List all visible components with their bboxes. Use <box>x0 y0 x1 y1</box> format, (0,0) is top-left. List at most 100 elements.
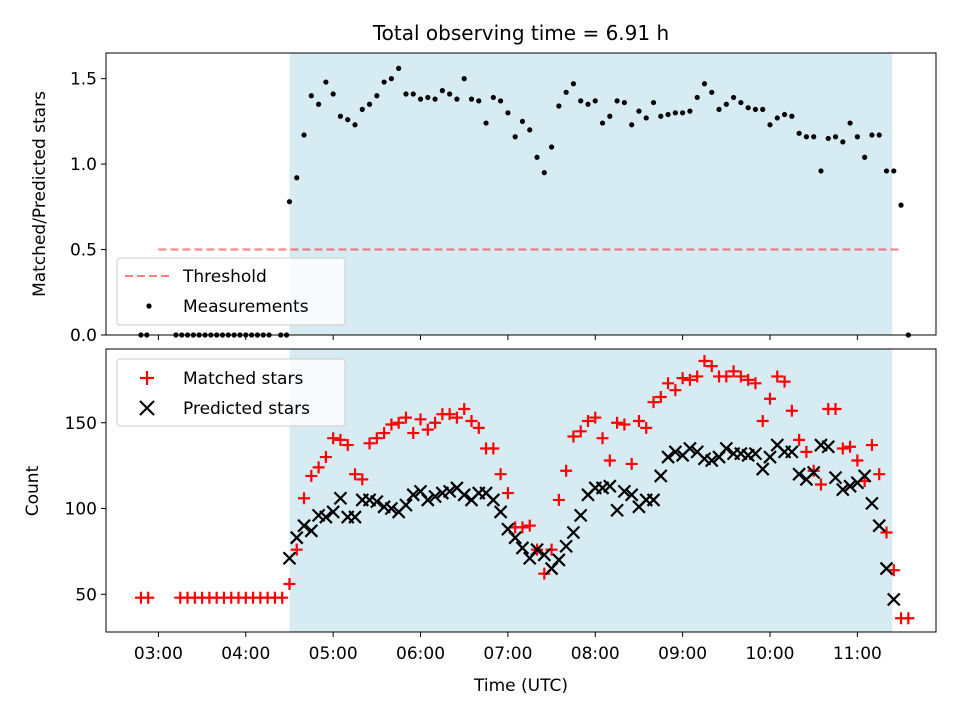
top-y-ticks: 0.0 0.5 1.0 1.5 <box>70 70 106 346</box>
matched-star-point <box>421 423 434 436</box>
bottom-y-tick-label: 100 <box>65 500 97 520</box>
matched-star-point <box>705 360 718 373</box>
measurement-point <box>760 106 766 112</box>
matched-star-point <box>458 403 471 416</box>
measurement-point <box>709 89 715 95</box>
measurement-point <box>585 101 591 107</box>
measurement-point <box>505 110 511 116</box>
measurement-point <box>468 96 475 102</box>
bottom-y-tick-label: 150 <box>65 414 97 434</box>
measurement-point <box>672 110 678 116</box>
matched-star-point <box>683 373 696 386</box>
predicted-star-point <box>552 553 566 567</box>
matched-star-point <box>734 370 747 383</box>
measurement-point <box>636 108 642 114</box>
measurement-point <box>483 120 489 126</box>
x-tick-label: 08:00 <box>571 644 620 664</box>
matched-star-point <box>611 416 624 429</box>
measurement-point <box>876 132 882 138</box>
legend-matched-label: Matched stars <box>183 369 303 389</box>
matched-star-point <box>142 591 155 604</box>
bottom-legend: Matched stars Predicted stars <box>116 358 346 427</box>
matched-star-point <box>807 464 820 477</box>
legend-measurements-label: Measurements <box>183 297 309 317</box>
measurement-point <box>694 94 700 101</box>
matched-star-point <box>581 415 594 428</box>
predicted-star-point <box>821 439 836 454</box>
matched-star-point <box>538 567 551 580</box>
measurement-point <box>738 99 744 106</box>
predicted-star-point <box>828 470 843 485</box>
measurement-point <box>716 106 722 112</box>
matched-star-point <box>305 469 318 482</box>
matched-stars-points <box>134 355 915 625</box>
predicted-star-point <box>457 488 471 502</box>
predicted-star-point <box>806 465 821 480</box>
x-tick-label: 07:00 <box>483 644 532 664</box>
measurement-point <box>614 98 620 104</box>
matched-star-point <box>363 437 376 450</box>
matched-star-point <box>647 396 660 409</box>
x-tick-label: 11:00 <box>833 644 882 664</box>
measurement-point <box>629 122 635 128</box>
predicted-star-point <box>719 441 734 456</box>
matched-star-point <box>341 439 354 452</box>
matched-star-point <box>392 416 405 429</box>
top-y-tick-label: 1.5 <box>70 70 97 90</box>
matched-star-point <box>589 411 602 424</box>
matched-star-point <box>334 433 347 446</box>
predicted-star-point <box>319 510 333 524</box>
measurement-point <box>840 139 846 145</box>
predicted-star-point <box>493 505 508 519</box>
measurement-point <box>796 130 802 136</box>
measurement-point <box>396 65 402 71</box>
matched-star-point <box>800 445 813 458</box>
measurement-point <box>286 199 293 205</box>
predicted-star-point <box>333 491 348 505</box>
measurement-point <box>854 134 860 140</box>
matched-star-point <box>319 451 332 464</box>
matched-star-point <box>356 473 369 486</box>
matched-star-point <box>720 370 733 383</box>
predicted-star-point <box>559 539 573 554</box>
measurement-point <box>388 76 395 82</box>
matched-star-point <box>727 365 740 378</box>
predicted-star-point <box>515 541 530 555</box>
measurement-point <box>891 168 897 174</box>
predicted-star-point <box>406 488 421 502</box>
matched-star-point <box>450 411 463 424</box>
predicted-star-point <box>617 484 632 499</box>
bottom-legend-box <box>116 358 346 427</box>
measurement-point <box>869 132 875 138</box>
measurement-point <box>789 113 795 119</box>
predicted-star-point <box>370 494 384 509</box>
matched-star-point <box>545 543 558 556</box>
matched-star-point <box>851 454 864 467</box>
measurement-point <box>730 94 737 101</box>
legend-predicted-label: Predicted stars <box>183 399 310 419</box>
predicted-star-point <box>348 510 362 524</box>
measurement-point <box>512 134 518 140</box>
predicted-star-point <box>668 445 683 459</box>
measurement-point <box>723 101 729 107</box>
top-panel: 0.0 0.5 1.0 1.5 Matched/Predicted stars Thr… <box>30 52 937 346</box>
matched-star-point <box>618 418 631 431</box>
predicted-star-point <box>661 450 675 464</box>
matched-star-point <box>552 493 565 506</box>
x-tick-label: 09:00 <box>658 644 707 664</box>
bottom-axes-frame <box>105 348 937 633</box>
bottom-y-tick-label: 50 <box>75 585 97 605</box>
measurement-point <box>490 94 496 101</box>
legend-measurements-swatch <box>146 303 152 309</box>
matched-star-point <box>523 519 536 532</box>
predicted-star-point <box>646 493 661 507</box>
matched-star-point <box>560 464 573 477</box>
matched-star-point <box>691 370 704 383</box>
measurement-point <box>432 96 438 102</box>
matched-star-point <box>487 442 500 455</box>
top-y-tick-label: 0.5 <box>70 241 97 261</box>
matched-star-point <box>399 411 412 424</box>
matched-star-point <box>283 577 296 590</box>
